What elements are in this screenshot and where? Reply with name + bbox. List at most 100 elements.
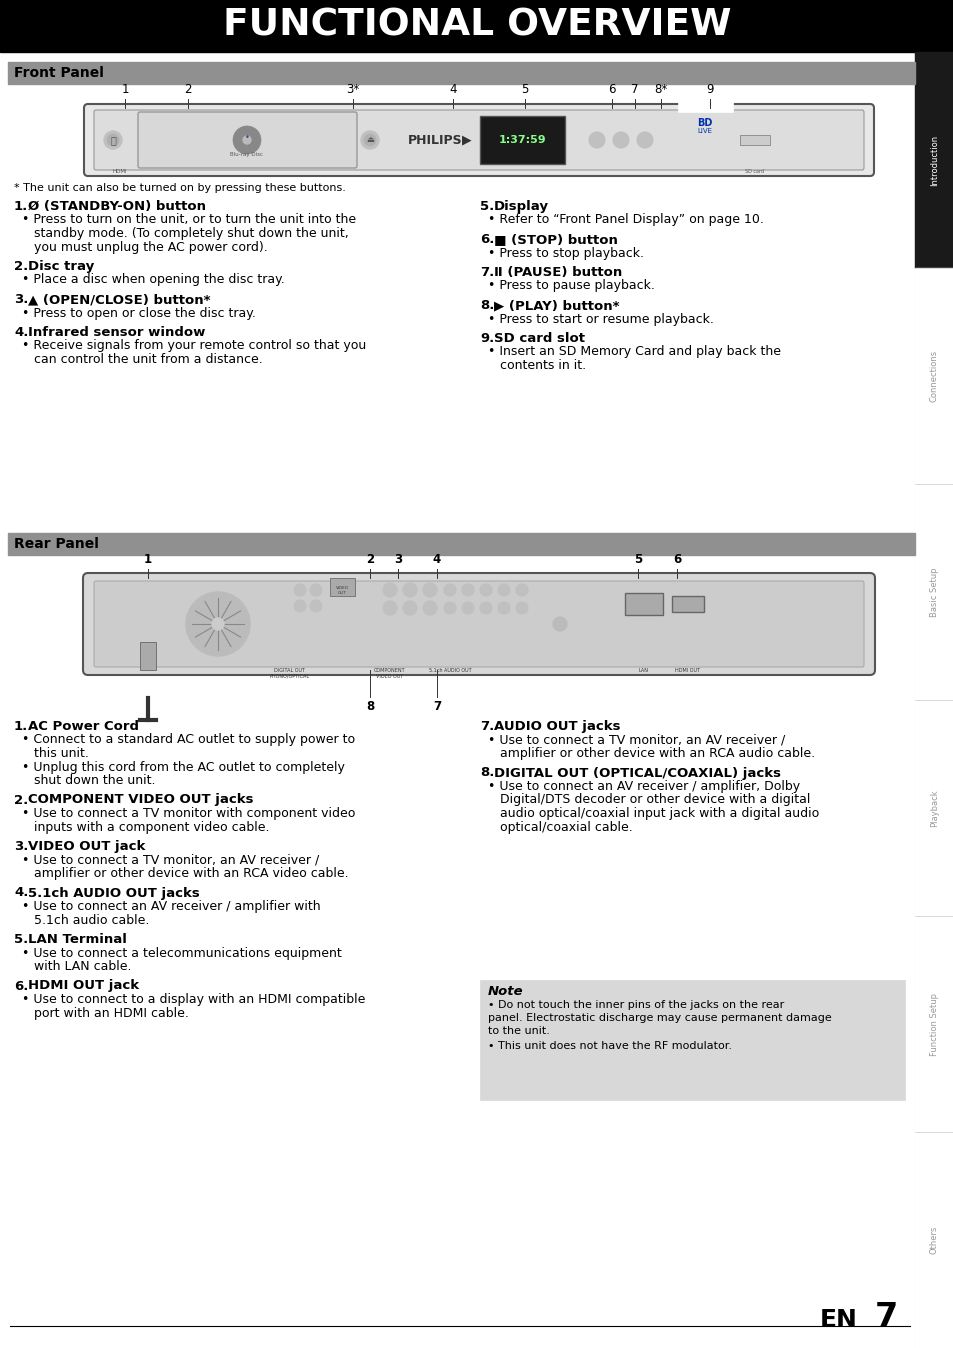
Circle shape [107,133,119,146]
Text: ⏏: ⏏ [366,135,374,143]
Circle shape [402,582,416,597]
Circle shape [443,603,456,613]
Text: amplifier or other device with an RCA audio cable.: amplifier or other device with an RCA au… [479,747,814,760]
Text: HDMI OUT: HDMI OUT [675,669,700,673]
Text: 6: 6 [608,84,615,96]
Text: SD card slot: SD card slot [494,332,584,345]
Text: 1.: 1. [14,200,29,213]
Text: you must unplug the AC power cord).: you must unplug the AC power cord). [14,240,268,253]
Text: 4.: 4. [14,326,29,338]
Bar [671,596,703,612]
Text: BD: BD [697,119,712,128]
Text: COMPONENT
VIDEO OUT: COMPONENT VIDEO OUT [374,669,405,679]
Text: •: • [244,133,249,143]
Text: 1:37:59: 1:37:59 [498,135,546,146]
Text: 8.: 8. [479,299,494,311]
Text: 7.: 7. [479,720,494,733]
Text: Introduction: Introduction [929,135,938,186]
Text: ▶ (PLAY) button*: ▶ (PLAY) button* [494,299,618,311]
Text: 5: 5 [633,553,641,566]
Circle shape [497,584,510,596]
Circle shape [233,125,261,154]
Text: Playback: Playback [929,789,938,826]
FancyBboxPatch shape [138,112,356,168]
Bar [479,980,904,1100]
Text: • Do not touch the inner pins of the jacks on the rear: • Do not touch the inner pins of the jac… [488,1000,783,1010]
Circle shape [588,132,604,148]
Circle shape [364,133,375,146]
Text: 6.: 6. [14,980,29,992]
Circle shape [402,601,416,615]
Circle shape [294,584,306,596]
Text: Infrared sensor window: Infrared sensor window [28,326,205,338]
Text: EN: EN [820,1308,857,1332]
Bar [140,642,156,670]
Text: 6.: 6. [479,233,494,245]
Text: LIVE: LIVE [697,128,712,133]
Bar [914,917,953,1132]
Text: 2.: 2. [14,260,29,274]
Text: 4.: 4. [14,887,29,899]
Text: 2.: 2. [14,794,29,806]
Text: SD card: SD card [744,168,763,174]
Text: Ø (STANDBY-ON) button: Ø (STANDBY-ON) button [28,200,206,213]
Bar [914,484,953,700]
Bar [624,593,662,615]
Text: contents in it.: contents in it. [479,359,585,372]
Text: ▲ (OPEN/CLOSE) button*: ▲ (OPEN/CLOSE) button* [28,293,211,306]
Text: LAN Terminal: LAN Terminal [28,933,127,946]
Text: • Place a disc when opening the disc tray.: • Place a disc when opening the disc tra… [14,274,284,287]
Circle shape [553,617,566,631]
Bar [914,53,953,268]
Circle shape [382,582,396,597]
Text: FUNCTIONAL OVERVIEW: FUNCTIONAL OVERVIEW [222,8,731,44]
Text: 1: 1 [144,553,152,566]
Text: 4: 4 [433,553,440,566]
Bar [914,268,953,484]
Text: Ⅱ (PAUSE) button: Ⅱ (PAUSE) button [494,266,621,279]
Text: 6: 6 [672,553,680,566]
Text: ⏻: ⏻ [110,135,116,146]
Text: VIDEO OUT jack: VIDEO OUT jack [28,840,145,853]
Circle shape [104,131,122,150]
Text: 3.: 3. [14,840,29,853]
Text: • Press to open or close the disc tray.: • Press to open or close the disc tray. [14,306,255,319]
Text: 3*: 3* [346,84,359,96]
Circle shape [422,601,436,615]
Text: 7.: 7. [479,266,494,279]
Bar [914,700,953,917]
Text: HDMI: HDMI [112,168,128,174]
Circle shape [186,592,250,656]
Text: 7: 7 [433,700,440,713]
Text: VIDEO
OUT: VIDEO OUT [335,586,348,594]
Text: Blu-ray Disc: Blu-ray Disc [231,152,263,156]
Text: 4: 4 [449,84,456,96]
Text: 8: 8 [366,700,374,713]
Text: PHILIPS: PHILIPS [407,133,462,147]
Text: • Press to pause playback.: • Press to pause playback. [479,279,654,293]
Text: 5.: 5. [14,933,29,946]
Circle shape [382,601,396,615]
Bar [0,0,953,53]
Text: 5: 5 [520,84,528,96]
FancyBboxPatch shape [94,111,863,170]
Text: • Use to connect a TV monitor, an AV receiver /: • Use to connect a TV monitor, an AV rec… [479,733,784,747]
Text: Others: Others [929,1225,938,1254]
Text: • Use to connect an AV receiver / amplifier with: • Use to connect an AV receiver / amplif… [14,900,320,913]
Text: 8.: 8. [479,767,494,779]
Text: LAN: LAN [639,669,648,673]
Text: 3: 3 [394,553,401,566]
Text: 5.1ch AUDIO OUT: 5.1ch AUDIO OUT [428,669,471,673]
Text: 5.1ch audio cable.: 5.1ch audio cable. [14,914,150,926]
Bar [914,53,953,1348]
Circle shape [461,603,474,613]
Text: • Connect to a standard AC outlet to supply power to: • Connect to a standard AC outlet to sup… [14,733,355,747]
FancyBboxPatch shape [83,573,874,675]
Text: AC Power Cord: AC Power Cord [28,720,139,733]
Text: with LAN cable.: with LAN cable. [14,960,132,973]
Text: this unit.: this unit. [14,747,89,760]
Text: Front Panel: Front Panel [14,66,104,80]
Text: • Refer to “Front Panel Display” on page 10.: • Refer to “Front Panel Display” on page… [479,213,763,226]
Text: • Unplug this cord from the AC outlet to completely: • Unplug this cord from the AC outlet to… [14,760,345,774]
Text: • This unit does not have the RF modulator.: • This unit does not have the RF modulat… [488,1041,731,1051]
